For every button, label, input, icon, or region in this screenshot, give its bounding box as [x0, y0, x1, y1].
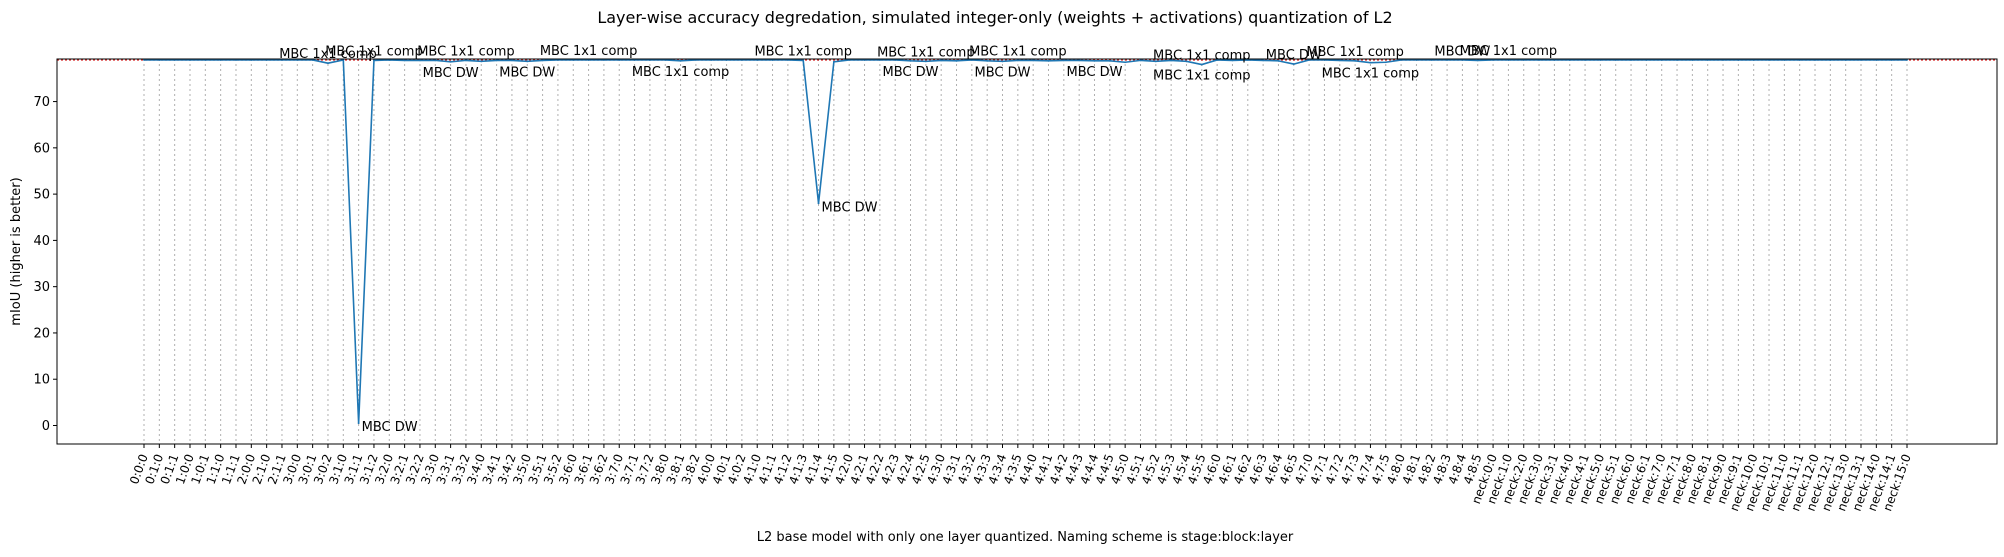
- data-point: [1231, 59, 1234, 62]
- data-point: [434, 59, 437, 62]
- y-tick-label: 50: [33, 188, 50, 203]
- data-point: [802, 59, 805, 62]
- data-point: [924, 60, 927, 63]
- y-axis-label: mIoU (higher is better): [9, 177, 24, 325]
- data-point: [1185, 60, 1188, 63]
- annotation-label: MBC 1x1 comp: [1322, 67, 1420, 82]
- data-point: [1170, 59, 1173, 62]
- data-point: [679, 59, 682, 62]
- series-line: [144, 59, 1907, 424]
- annotation-label: MBC DW: [822, 200, 878, 215]
- data-point: [1292, 63, 1295, 65]
- annotation-label: MBC DW: [1434, 44, 1490, 59]
- x-axis-label: L2 base model with only one layer quanti…: [757, 530, 1294, 545]
- annotation-label: MBC 1x1 comp: [1153, 49, 1251, 64]
- data-point: [832, 60, 835, 63]
- data-point: [1078, 59, 1081, 62]
- annotation-label: MBC 1x1 comp: [754, 44, 852, 59]
- data-point: [1139, 59, 1142, 62]
- data-point: [327, 62, 329, 65]
- data-point: [1277, 59, 1280, 62]
- annotation-label: MBC DW: [423, 66, 479, 81]
- annotation-label: MBC 1x1 comp: [877, 45, 975, 60]
- data-point: [480, 60, 483, 63]
- data-point: [1108, 59, 1111, 62]
- data-point: [1032, 59, 1035, 62]
- data-point: [511, 59, 513, 62]
- annotation-label: MBC DW: [499, 65, 555, 80]
- annotation-label: MBC 1x1 comp: [969, 44, 1067, 59]
- annotation-label: MBC DW: [975, 65, 1031, 80]
- data-point: [1124, 61, 1127, 64]
- y-axis: 0 10 20 30 40 50 60 70: [33, 95, 57, 434]
- data-point: [1354, 59, 1357, 62]
- y-tick-label: 20: [33, 326, 50, 341]
- y-tick-label: 10: [33, 373, 50, 388]
- data-point: [357, 422, 360, 425]
- y-tick-label: 0: [42, 419, 50, 434]
- data-point: [1047, 59, 1050, 62]
- annotation-label: MBC 1x1 comp: [1460, 44, 1558, 59]
- data-point: [940, 59, 943, 62]
- data-point: [449, 60, 452, 63]
- annotation-label: MBC 1x1 comp: [279, 47, 377, 62]
- data-point: [1384, 61, 1387, 64]
- annotation-label: MBC DW: [883, 65, 939, 80]
- data-point: [1154, 60, 1157, 63]
- annotation-label: MBC 1x1 comp: [540, 44, 638, 59]
- data-point: [1262, 59, 1265, 62]
- data-point: [909, 59, 912, 62]
- data-point: [986, 59, 989, 62]
- y-tick-label: 70: [33, 95, 50, 110]
- data-point: [419, 59, 421, 62]
- y-tick-label: 30: [33, 280, 50, 295]
- plot-frame: [56, 58, 1998, 445]
- annotation-label: MBC DW: [1066, 65, 1122, 80]
- data-point: [465, 59, 467, 62]
- annotation-label: MBC 1x1 comp: [325, 44, 423, 59]
- data-point: [1062, 59, 1065, 62]
- annotation-label: MBC 1x1 comp: [417, 44, 515, 59]
- data-point: [1369, 61, 1372, 64]
- annotation-label: MBC DW: [362, 420, 418, 435]
- annotation-label: MBC 1x1 comp: [632, 65, 730, 80]
- data-point: [817, 202, 820, 205]
- data-point: [1016, 59, 1019, 62]
- data-point: [1476, 59, 1479, 62]
- chart-title: Layer-wise accuracy degredation, simulat…: [597, 8, 1392, 27]
- y-tick-label: 60: [33, 141, 50, 156]
- data-point: [1338, 59, 1341, 62]
- data-point: [495, 59, 498, 62]
- annotation-label: MBC 1x1 comp: [1306, 45, 1404, 60]
- x-axis: 0:0:00:1:00:1:11:0:01:0:11:1:01:1:12:0:0…: [127, 444, 1914, 513]
- x-gridlines: [143, 59, 1908, 444]
- data-point: [373, 59, 375, 62]
- y-tick-label: 40: [33, 234, 50, 249]
- series-layer: [143, 59, 1908, 425]
- data-point: [1200, 63, 1203, 66]
- data-point: [403, 59, 406, 62]
- annotation-label: MBC 1x1 comp: [1153, 69, 1251, 84]
- data-point: [526, 60, 529, 63]
- data-point: [1093, 59, 1096, 62]
- data-point: [955, 59, 958, 62]
- data-point: [1001, 60, 1004, 63]
- data-point: [541, 59, 544, 62]
